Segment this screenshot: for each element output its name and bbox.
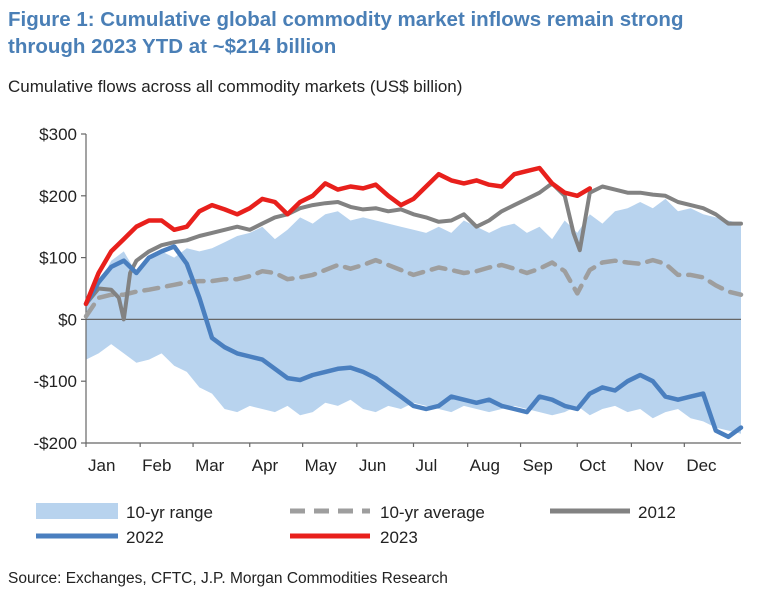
legend-label-2022: 2022 <box>126 528 164 547</box>
x-tick-label: Nov <box>633 456 664 475</box>
chart-title: Figure 1: Cumulative global commodity ma… <box>8 8 684 58</box>
series-2023 <box>83 165 593 307</box>
x-tick-label: Aug <box>470 456 500 475</box>
x-tick-label: Oct <box>579 456 606 475</box>
x-tick-label: May <box>305 456 338 475</box>
x-tick-label: Jul <box>416 456 438 475</box>
legend-swatch-range <box>36 503 118 519</box>
legend-label-2023: 2023 <box>380 528 418 547</box>
legend-label-range: 10-yr range <box>126 503 213 522</box>
y-tick-label: -$200 <box>34 434 77 453</box>
legend-label-2012: 2012 <box>638 503 676 522</box>
series-2022 <box>83 244 744 440</box>
x-tick-label: Mar <box>195 456 225 475</box>
x-tick-label: Feb <box>142 456 171 475</box>
x-tick-label: Apr <box>252 456 279 475</box>
x-tick-label: Dec <box>686 456 717 475</box>
series-2012 <box>84 181 743 322</box>
source-note: Source: Exchanges, CFTC, J.P. Morgan Com… <box>8 570 448 587</box>
plot-area: $300 $200 $100 $0 -$100 -$200 Jan Feb Mar Apr May J… <box>34 125 744 475</box>
y-tick-label: -$100 <box>34 372 77 391</box>
y-tick-label: $300 <box>39 125 77 144</box>
x-tick-label: Jun <box>359 456 386 475</box>
range-band <box>86 198 741 434</box>
x-tick-label: Jan <box>88 456 115 475</box>
y-tick-label: $100 <box>39 249 77 268</box>
chart-subtitle: Cumulative flows across all commodity ma… <box>8 77 463 96</box>
legend: 10-yr range 10-yr average 2012 2022 2023 <box>36 503 676 547</box>
x-tick-label: Sep <box>523 456 553 475</box>
legend-label-avg: 10-yr average <box>380 503 485 522</box>
y-tick-label: $200 <box>39 187 77 206</box>
y-tick-label: $0 <box>58 310 77 329</box>
